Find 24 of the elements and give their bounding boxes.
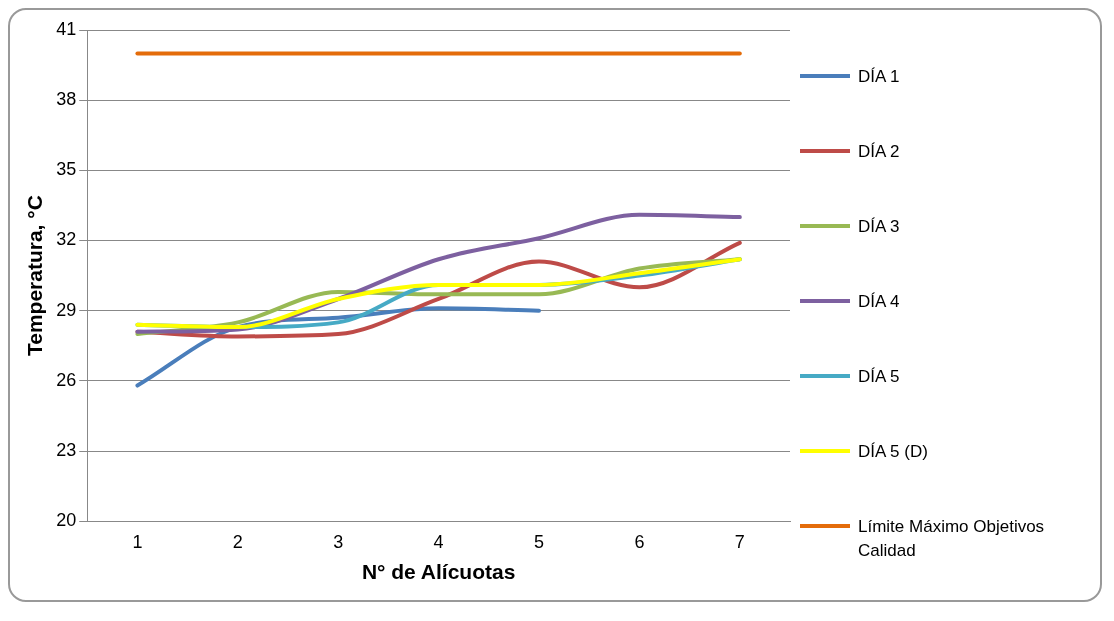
y-tick-label: 38	[56, 89, 77, 110]
x-tick-label: 6	[634, 531, 645, 552]
x-tick-label: 5	[534, 531, 545, 552]
legend-label: DÍA 3	[858, 216, 901, 238]
x-tick-label: 3	[333, 531, 344, 552]
x-tick-label: 7	[734, 531, 745, 552]
legend-label: DÍA 2	[858, 141, 901, 163]
x-tick-label: 2	[232, 531, 243, 552]
y-axis-title: Temperatura, °C	[23, 195, 47, 357]
y-tick-label: 20	[56, 510, 77, 531]
x-axis-title: N° de Alícuotas	[361, 560, 516, 584]
legend-label: Límite Máximo Objetivos Calidad	[858, 516, 1046, 562]
legend-label: DÍA 5	[858, 366, 901, 388]
legend-label: DÍA 4	[858, 291, 901, 313]
x-tick-label: 4	[433, 531, 444, 552]
y-tick-label: 35	[56, 159, 77, 180]
y-tick-label: 29	[56, 299, 77, 320]
y-tick-label: 23	[56, 440, 77, 460]
y-tick-label: 41	[56, 18, 77, 39]
y-tick-label: 32	[56, 229, 77, 250]
x-tick-label: 1	[132, 531, 143, 552]
legend-label: DÍA 5 (D)	[858, 441, 929, 463]
y-tick-label: 26	[56, 369, 77, 390]
legend-label: DÍA 1	[858, 66, 901, 88]
